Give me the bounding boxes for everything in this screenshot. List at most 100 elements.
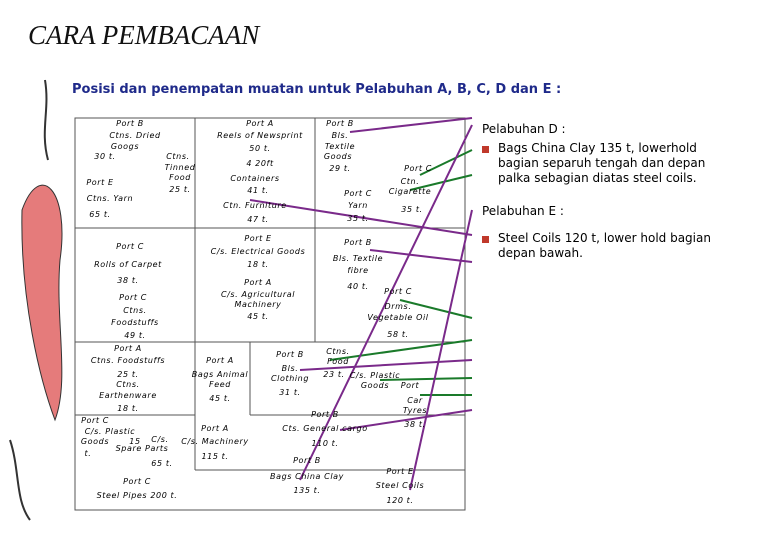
cargo-label: Ctns. Yarn: [87, 194, 133, 203]
bullet-icon: [482, 146, 489, 153]
cargo-label: Port C: [123, 477, 151, 486]
cargo-label: Cts. General cargo: [282, 424, 367, 433]
cargo-label: Port C: [81, 416, 109, 425]
cargo-label: 49 t.: [124, 331, 145, 340]
cargo-label: Ctns.: [116, 380, 140, 389]
cargo-label: Steel Coils: [376, 481, 425, 490]
cargo-label: C/s. Plastic: [85, 427, 136, 436]
cargo-label: 50 t.: [249, 144, 270, 153]
bullet-icon: [482, 236, 489, 243]
cargo-label: Earthenware: [99, 391, 157, 400]
subtitle: Posisi dan penempatan muatan untuk Pelab…: [72, 82, 561, 97]
cargo-label: 23 t.: [323, 370, 344, 379]
cargo-label: 15: [129, 437, 140, 446]
cargo-label: Ctns. Dried: [109, 131, 161, 140]
cargo-label: Port A: [114, 344, 142, 353]
cargo-label: Bags Animal: [192, 370, 249, 379]
cargo-label: Yarn: [348, 201, 368, 210]
cargo-label: 30 t.: [94, 152, 115, 161]
cargo-label: Steel Pipes 200 t.: [97, 491, 178, 500]
cargo-label: Ctns.: [123, 306, 147, 315]
cargo-label: 25 t.: [117, 370, 138, 379]
cargo-label: Food: [169, 173, 191, 182]
cargo-label: 38 t.: [404, 420, 425, 429]
cargo-label: 25 t.: [169, 185, 190, 194]
cargo-label: Port E: [86, 178, 114, 187]
cargo-label: Googs: [111, 142, 139, 151]
cargo-label: Port E: [386, 467, 414, 476]
cargo-label: Goods: [361, 381, 389, 390]
cargo-label: Foodstuffs: [111, 318, 159, 327]
cargo-label: Port B: [116, 119, 144, 128]
cargo-label: Port B: [326, 119, 354, 128]
cargo-label: Port B: [344, 238, 372, 247]
cargo-label: Vegetable Oil: [367, 313, 428, 322]
cargo-label: 40 t.: [347, 282, 368, 291]
cargo-label: Ctns. Foodstuffs: [91, 356, 165, 365]
arrows: [249, 117, 473, 491]
cargo-label: Port A: [244, 278, 272, 287]
cargo-label: 18 t.: [117, 404, 138, 413]
cargo-label: Ctns.: [166, 152, 190, 161]
cargo-label: Tinned: [165, 163, 196, 172]
cargo-label: Port A: [206, 356, 234, 365]
cargo-label: Car: [407, 396, 423, 405]
cargo-label: Port A: [246, 119, 274, 128]
cargo-label: 35 t.: [347, 214, 368, 223]
note-text: Bags China Clay 135 t, lowerhold bagian s…: [498, 141, 705, 185]
cargo-label: C/s. Machinery: [181, 437, 248, 446]
cargo-label: Textile: [325, 142, 355, 151]
note-heading: Pelabuhan D :: [482, 122, 566, 136]
cargo-label: 31 t.: [279, 388, 300, 397]
note-heading: Pelabuhan E :: [482, 204, 564, 218]
cargo-label: Ctn. Furniture: [223, 201, 287, 210]
cargo-label: fibre: [347, 266, 368, 275]
cargo-label: Tyres: [403, 406, 427, 415]
cargo-label: C/s.: [151, 435, 168, 444]
cargo-label: Drms.: [385, 302, 412, 311]
cargo-label: Containers: [230, 174, 279, 183]
cargo-label: 58 t.: [387, 330, 408, 339]
cargo-label: 47 t.: [247, 215, 268, 224]
cargo-label: Port C: [384, 287, 412, 296]
cargo-label: 38 t.: [117, 276, 138, 285]
cargo-label: t.: [85, 449, 92, 458]
cargo-label: Bls. Textile: [333, 254, 383, 263]
cargo-label: 135 t.: [293, 486, 320, 495]
cargo-label: 29 t.: [329, 164, 350, 173]
cargo-label: Bags China Clay: [270, 472, 344, 481]
cargo-label: Port C: [344, 189, 372, 198]
cargo-label: Port C: [404, 164, 432, 173]
cargo-label: Clothing: [271, 374, 309, 383]
cargo-label: Port: [401, 381, 420, 390]
cargo-label: Port B: [276, 350, 304, 359]
cargo-label: 35 t.: [401, 205, 422, 214]
decoration: [9, 79, 63, 521]
cargo-label: C/s. Electrical Goods: [211, 247, 306, 256]
note-text: Steel Coils 120 t, lower hold bagian depa…: [498, 231, 711, 260]
cargo-label: 41 t.: [247, 186, 268, 195]
cargo-label: Reels of Newsprint: [217, 131, 303, 140]
title: CARA PEMBACAAN: [28, 20, 261, 50]
cargo-label: Food: [327, 357, 349, 366]
cargo-label: C/s. Agricultural: [221, 290, 295, 299]
cargo-label: Ctns.: [326, 347, 350, 356]
cargo-label: 65 t.: [89, 210, 110, 219]
cargo-label: Port C: [116, 242, 144, 251]
cargo-label: Feed: [209, 380, 231, 389]
cargo-label: 45 t.: [247, 312, 268, 321]
cargo-label: Goods: [324, 152, 352, 161]
cargo-label: 18 t.: [247, 260, 268, 269]
cargo-label: Ctn.: [401, 177, 420, 186]
cargo-label: Spare Parts: [116, 444, 169, 453]
cargo-label: Port B: [293, 456, 321, 465]
cargo-label: 115 t.: [201, 452, 228, 461]
cargo-label: 65 t.: [151, 459, 172, 468]
cargo-label: C/s. Plastic: [350, 371, 401, 380]
cargo-label: Bls.: [282, 364, 299, 373]
cargo-label: 120 t.: [386, 496, 413, 505]
cargo-label: 110 t.: [311, 439, 338, 448]
cargo-label: Machinery: [235, 300, 282, 309]
